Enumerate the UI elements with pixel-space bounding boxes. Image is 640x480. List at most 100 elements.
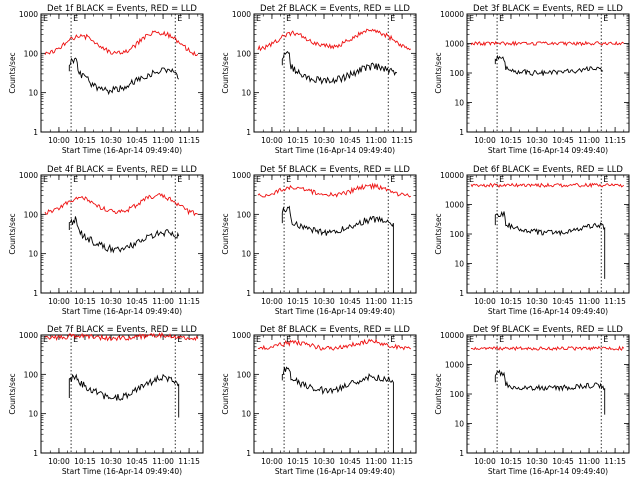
x-axis-label: Start Time (16-Apr-14 09:49:40)	[275, 467, 395, 476]
x-tick-label: 10:00	[261, 136, 283, 145]
chart-panel: Det 6f BLACK = Events, RED = LLD 1 10 100 10…	[434, 165, 630, 316]
y-tick-label: 10	[454, 99, 464, 108]
y-tick-label: 100	[450, 230, 465, 239]
y-tick-label: 1000	[445, 361, 464, 370]
x-tick-label: 10:00	[48, 136, 70, 145]
y-tick-label: 10	[28, 89, 38, 98]
event-marker-label: E	[499, 175, 504, 184]
series-lld-line	[470, 345, 625, 352]
x-tick-label: 10:45	[126, 136, 148, 145]
x-tick-label: 10:30	[526, 136, 548, 145]
x-tick-label: 10:00	[48, 297, 70, 306]
series-lld-line	[44, 332, 199, 342]
series-events-line	[281, 51, 398, 85]
x-axis-label: Start Time (16-Apr-14 09:49:40)	[275, 146, 395, 155]
series-events-line	[281, 205, 394, 293]
event-marker-label: E	[390, 335, 395, 344]
x-tick-label: 10:00	[474, 297, 496, 306]
x-tick-label: 10:15	[287, 457, 309, 466]
x-tick-label: 10:00	[261, 297, 283, 306]
event-marker-label: E	[73, 14, 78, 23]
x-tick-label: 11:00	[578, 136, 600, 145]
chart-title: Det 8f BLACK = Events, RED = LLD	[260, 325, 410, 335]
y-tick-label: 1	[33, 449, 38, 458]
y-axis-label: Counts/sec	[434, 373, 443, 414]
x-tick-label: 10:45	[552, 297, 574, 306]
event-marker-label: E	[286, 14, 291, 23]
x-tick-label: 10:45	[339, 297, 361, 306]
chart-panel: Det 7f BLACK = Events, RED = LLD 1 10 100 10…	[8, 325, 204, 476]
x-tick-label: 11:00	[365, 136, 387, 145]
series-lld-line	[257, 28, 412, 52]
y-tick-label: 1000	[19, 331, 38, 340]
series-events-line	[68, 216, 180, 254]
y-axis-label: Counts/sec	[221, 373, 230, 414]
x-tick-label: 10:00	[474, 457, 496, 466]
y-tick-label: 10	[454, 260, 464, 269]
y-tick-label: 1000	[232, 331, 251, 340]
x-tick-label: 11:00	[365, 457, 387, 466]
series-events-line	[281, 366, 394, 453]
y-tick-label: 100	[237, 210, 252, 219]
x-tick-label: 11:15	[178, 136, 200, 145]
x-tick-label: 10:45	[126, 297, 148, 306]
y-axis-label: Counts/sec	[221, 213, 230, 254]
event-marker-label: E	[256, 175, 261, 184]
x-tick-label: 10:15	[287, 297, 309, 306]
event-marker-label: E	[390, 14, 395, 23]
chart-panel: Det 5f BLACK = Events, RED = LLD 1 10 100 10…	[221, 165, 417, 316]
series-events-line	[494, 210, 606, 279]
x-tick-label: 11:15	[604, 297, 626, 306]
event-marker-label: E	[469, 335, 474, 344]
x-tick-label: 11:00	[578, 297, 600, 306]
x-tick-label: 11:00	[578, 457, 600, 466]
chart-panel: Det 1f BLACK = Events, RED = LLD 1 10 100 10…	[8, 4, 204, 155]
y-tick-label: 1	[246, 289, 251, 298]
event-marker-label: E	[43, 14, 48, 23]
y-tick-label: 100	[24, 370, 39, 379]
x-tick-label: 10:15	[74, 136, 96, 145]
plot-frame	[40, 13, 204, 133]
x-tick-label: 10:30	[100, 457, 122, 466]
y-tick-label: 10	[454, 420, 464, 429]
event-marker-label: E	[256, 14, 261, 23]
series-events-line	[494, 369, 606, 415]
y-tick-label: 10	[241, 89, 251, 98]
y-axis-label: Counts/sec	[221, 52, 230, 93]
y-tick-label: 1000	[445, 201, 464, 210]
x-axis-label: Start Time (16-Apr-14 09:49:40)	[275, 307, 395, 316]
y-tick-label: 1	[459, 449, 464, 458]
x-tick-label: 11:00	[152, 297, 174, 306]
x-tick-label: 10:15	[74, 457, 96, 466]
chart-panel: Det 4f BLACK = Events, RED = LLD 1 10 100 10…	[8, 165, 204, 316]
x-tick-label: 11:15	[391, 297, 413, 306]
x-tick-label: 10:15	[287, 136, 309, 145]
x-tick-label: 10:30	[100, 136, 122, 145]
x-tick-label: 11:15	[391, 457, 413, 466]
y-tick-label: 1	[33, 289, 38, 298]
x-tick-label: 10:15	[500, 297, 522, 306]
event-marker-label: E	[177, 175, 182, 184]
event-marker-label: E	[499, 335, 504, 344]
x-axis-label: Start Time (16-Apr-14 09:49:40)	[62, 307, 182, 316]
y-tick-label: 10000	[440, 171, 464, 180]
event-marker-label: E	[499, 14, 504, 23]
chart-title: Det 9f BLACK = Events, RED = LLD	[473, 325, 623, 335]
y-tick-label: 1000	[19, 171, 38, 180]
x-axis-label: Start Time (16-Apr-14 09:49:40)	[488, 146, 608, 155]
series-events-line	[68, 373, 180, 418]
x-tick-label: 10:15	[500, 136, 522, 145]
x-tick-label: 11:00	[152, 457, 174, 466]
x-tick-label: 10:15	[74, 297, 96, 306]
y-tick-label: 10	[241, 410, 251, 419]
x-tick-label: 11:00	[365, 297, 387, 306]
chart-title: Det 5f BLACK = Events, RED = LLD	[260, 165, 410, 175]
chart-panel: Det 8f BLACK = Events, RED = LLD 1 10 100 10…	[221, 325, 417, 476]
x-tick-label: 10:30	[313, 136, 335, 145]
series-events-line	[494, 54, 604, 77]
y-tick-label: 10000	[440, 331, 464, 340]
x-tick-label: 10:45	[126, 457, 148, 466]
x-tick-label: 10:30	[100, 297, 122, 306]
y-tick-label: 100	[24, 210, 39, 219]
